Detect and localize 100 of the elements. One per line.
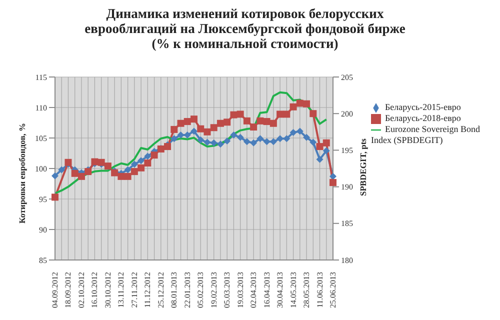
point [124,172,132,180]
point [58,166,66,174]
y2-tick-label: 195 [341,146,353,156]
point [243,138,250,146]
point [124,166,132,174]
y-tick-label: 90 [39,225,47,234]
y-tick-label: 110 [35,103,47,112]
x-tick-label: 22.01.2013 [182,272,192,308]
point [204,138,211,146]
point [230,111,238,118]
point [322,147,330,154]
y-axis-title: Котировки евробондов, % [17,122,28,224]
x-tick-label: 16.10.2012 [90,272,100,308]
x-tick-label: 11.12.2012 [143,272,152,308]
x-tick-label: 16.04.2013 [262,272,272,308]
point [290,129,297,136]
y-tick-label: 95 [39,194,47,204]
point [316,156,324,163]
point [236,134,244,141]
x-tick-label: 25.12.2012 [156,272,166,308]
x-tick-label: 27.11.2012 [130,272,139,308]
point [296,100,304,107]
x-tick-label: 02.04.2013 [249,272,258,308]
point [310,110,317,118]
point [216,140,224,148]
point [177,120,184,127]
point [283,110,290,118]
point [256,135,264,142]
point [270,138,277,146]
y2-tick-label: 200 [341,109,353,118]
x-tick-label: 08.01.2013 [170,272,179,308]
point [263,138,270,146]
x-tick-label: 11.06.2013 [315,272,324,308]
point [144,160,152,167]
x-tick-label: 13.11.2012 [116,272,126,308]
point [216,120,224,127]
point [204,128,211,136]
point [276,110,284,118]
y2-tick-label: 180 [341,256,353,265]
point [283,135,290,142]
point [190,116,198,123]
point [190,128,198,135]
point [330,179,336,186]
point [310,138,317,146]
x-tick-label: 19.02.2013 [209,272,218,308]
point [71,170,78,177]
legend-label: Беларусь-2018-евро [385,113,461,123]
point [276,135,284,142]
y2-tick-label: 185 [341,219,353,228]
point [230,131,238,138]
x-tick-label: 05.02.2013 [196,272,206,308]
point [296,128,304,135]
point [224,138,231,145]
x-tick-label: 28.05.2013 [302,272,312,308]
point [170,126,178,133]
point [303,100,310,108]
point [256,117,264,124]
point [52,172,58,180]
point [130,168,138,176]
y2-tick-label: 205 [341,72,353,82]
point [290,103,297,110]
x-tick-label: 04.09.2012 [50,272,60,308]
point [303,134,310,141]
y-tick-label: 115 [35,72,47,82]
point [78,172,85,180]
y2-tick-label: 190 [341,182,353,192]
point [243,117,250,124]
point [236,110,244,118]
point [130,160,138,168]
y2-axis-title: SPBDEGIT, pts [358,138,368,196]
legend-label: Беларусь-2015-евро [385,102,461,112]
x-tick-label: 05.03.2013 [222,272,232,308]
point [118,172,125,180]
point [138,157,145,164]
point [177,131,184,138]
point [250,139,258,146]
point [210,139,218,146]
point [250,124,258,131]
x-tick-label: 19.03.2013 [236,272,245,308]
x-tick-label: 14.05.2013 [288,272,298,308]
y-tick-label: 85 [39,256,47,265]
y-tick-label: 100 [35,164,47,174]
y-tick-label: 105 [35,134,47,143]
x-tick-label: 30.04.2013 [276,272,285,308]
x-tick-label: 02.10.2012 [76,272,86,308]
point [316,143,324,150]
point [170,135,178,142]
legend-label: Eurozone Sovereign Bond Index (SPBDEGIT) [371,124,480,145]
point [322,139,330,146]
point [224,118,231,126]
point [52,194,58,201]
point [210,124,218,132]
point [144,152,152,160]
point [270,120,277,127]
point [138,164,145,172]
x-tick-label: 18.09.2012 [64,272,73,308]
point [197,125,204,132]
x-tick-label: 30.10.2012 [103,272,112,308]
x-tick-label: 25.06.2013 [328,272,338,308]
point [330,172,336,180]
